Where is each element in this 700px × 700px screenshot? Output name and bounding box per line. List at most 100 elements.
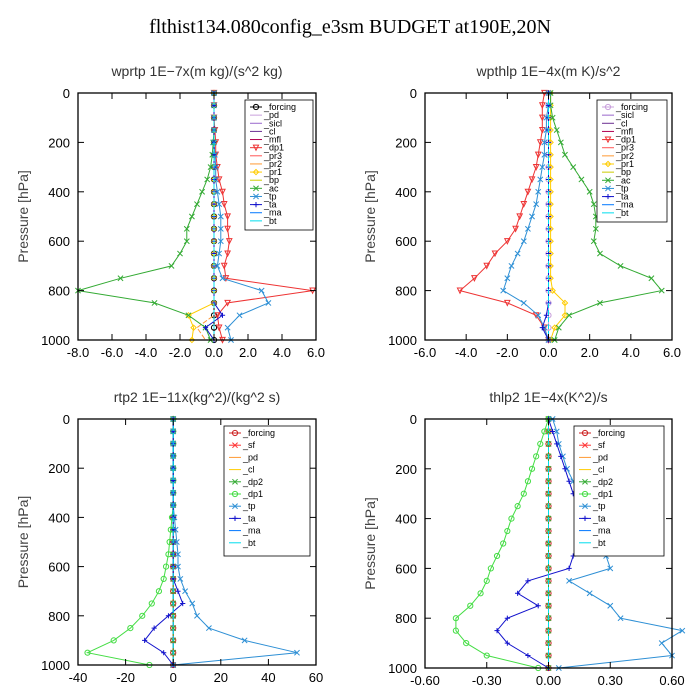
y-tick-label: 400 xyxy=(395,512,417,527)
y-tick-label: 200 xyxy=(48,461,70,476)
data-point-p2-s5-14 xyxy=(155,588,163,595)
data-point-p0-s11-10 xyxy=(217,213,224,220)
data-point-p1-s10-18 xyxy=(535,312,542,319)
data-point-p3-s5-9 xyxy=(504,527,511,535)
data-point-p1-s9-7 xyxy=(578,176,585,183)
y-tick-label: 600 xyxy=(395,234,417,249)
data-point-p0-s10-7 xyxy=(204,176,211,183)
data-point-p2-s7-18 xyxy=(142,637,148,643)
data-point-p1-s10-16 xyxy=(500,287,507,294)
data-point-p3-s5-leg xyxy=(581,490,589,498)
data-point-p1-s4-16 xyxy=(456,287,464,295)
data-point-p3-s5-7 xyxy=(514,503,521,510)
data-point-p0-s10-6 xyxy=(207,164,214,171)
data-point-p0-s10-17 xyxy=(151,299,158,306)
data-point-p1-s11-leg xyxy=(605,193,611,200)
data-point-p0-s5-17 xyxy=(224,299,232,307)
legend-label: _tp xyxy=(592,501,606,511)
data-point-p2-s6-19 xyxy=(294,649,300,656)
legend-label: _pd xyxy=(263,110,279,120)
data-point-p0-s12-19 xyxy=(202,325,209,331)
y-tick-label: 200 xyxy=(48,135,70,150)
data-point-p0-s11-11 xyxy=(217,225,224,232)
data-point-p2-s0-leg xyxy=(231,429,239,437)
data-point-p0-s5-11 xyxy=(224,225,232,233)
data-point-p0-s5-13 xyxy=(224,250,232,258)
panel-title: rtp2 1E−11x(kg^2)/(kg^2 s) xyxy=(114,389,281,405)
data-point-p2-s7-14 xyxy=(175,588,181,594)
series-line-ta xyxy=(496,418,580,669)
data-point-p0-s11-leg xyxy=(253,193,259,200)
legend-label: _pd xyxy=(242,452,258,462)
y-axis-label: Pressure [hPa] xyxy=(15,170,31,263)
legend-label: _ta xyxy=(615,192,629,202)
data-point-p1-s4-5 xyxy=(534,151,542,159)
data-point-p3-s7-19 xyxy=(525,652,531,659)
data-point-p3-s7-18 xyxy=(504,640,510,646)
data-point-p0-s11-17 xyxy=(265,299,272,306)
data-point-p3-s4-5 xyxy=(545,478,552,485)
data-point-p0-s5-9 xyxy=(220,201,228,208)
legend-label: _bt xyxy=(592,538,606,548)
data-point-p0-s11-13 xyxy=(216,250,223,257)
data-point-p1-s7-17 xyxy=(561,299,569,307)
data-point-p3-s7-3 xyxy=(558,453,564,459)
data-point-p0-s5-18 xyxy=(213,312,221,320)
data-point-p3-s5-18 xyxy=(463,640,470,647)
legend-label: _sicl xyxy=(263,118,282,128)
data-point-p3-s7-2 xyxy=(554,441,560,447)
data-point-p1-s9-11 xyxy=(592,225,599,232)
data-point-p1-s10-11 xyxy=(524,225,531,232)
data-point-p1-s7-16 xyxy=(549,287,556,294)
x-tick-label: -8.0 xyxy=(67,345,89,360)
legend-label: _pr1 xyxy=(263,167,282,177)
data-point-p1-s4-3 xyxy=(538,126,546,134)
data-point-p2-s7-17 xyxy=(151,625,157,631)
x-tick-label: -4.0 xyxy=(455,345,477,360)
series-line-ac xyxy=(77,93,215,341)
data-point-p2-s5-leg xyxy=(231,490,239,498)
data-point-p0-s5-7 xyxy=(215,176,223,184)
panel-title: wpthlp 1E−4x(m K)/s^2 xyxy=(476,63,621,79)
data-point-p1-s4-17 xyxy=(503,299,511,307)
legend-label: _ma xyxy=(242,526,261,536)
x-tick-label: 0.0 xyxy=(205,345,223,360)
data-point-p0-s11-18 xyxy=(236,312,243,319)
legend-label: _forcing xyxy=(615,102,648,112)
legend-label: _tp xyxy=(242,501,256,511)
data-point-p2-s5-15 xyxy=(148,600,155,607)
data-point-p1-s10-6 xyxy=(539,164,546,171)
y-tick-label: 800 xyxy=(395,284,417,299)
x-tick-label: 60 xyxy=(309,670,323,685)
y-tick-label: 800 xyxy=(48,609,70,624)
legend-label: _pr3 xyxy=(615,143,634,153)
data-point-p1-s9-4 xyxy=(557,139,564,146)
legend: _forcing _sf _pd _cl _dp2 _dp1 _tp _ta _ma _bt xyxy=(223,425,311,557)
legend-label: _dp1 xyxy=(263,143,284,153)
data-point-p3-s4-19 xyxy=(545,652,552,659)
data-point-p0-s8-leg xyxy=(252,168,260,176)
data-point-p2-s6-17 xyxy=(205,625,212,632)
data-point-p0-s11-12 xyxy=(217,238,224,245)
data-point-p1-s4-8 xyxy=(524,188,532,196)
legend: _forcing _sf _pd _cl _dp2 _dp1 _tp _ta _ma _bt xyxy=(573,425,665,557)
legend-label: _dp1 xyxy=(592,489,613,499)
x-tick-label: -4.0 xyxy=(135,345,157,360)
data-point-p3-s4-14 xyxy=(545,590,552,597)
legend-label: _sicl xyxy=(615,110,634,120)
x-tick-label: 2.0 xyxy=(581,345,599,360)
legend-label: _ac xyxy=(615,175,631,185)
data-point-p1-s7-leg xyxy=(604,160,612,168)
y-axis-label: Pressure [hPa] xyxy=(362,497,378,590)
legend-label: _tp xyxy=(615,183,629,193)
legend-label: _ac xyxy=(263,183,279,193)
legend-label: _forcing xyxy=(263,102,296,112)
data-point-p2-s5-19 xyxy=(84,649,91,656)
legend-label: _cl xyxy=(242,465,255,475)
data-point-p1-s10-13 xyxy=(514,250,521,257)
data-point-p2-s6-11 xyxy=(175,551,181,558)
data-point-p0-s11-8 xyxy=(214,188,221,195)
data-point-p3-s6-16 xyxy=(617,615,624,622)
data-point-p3-s5-13 xyxy=(483,577,490,584)
y-tick-label: 400 xyxy=(48,510,70,525)
